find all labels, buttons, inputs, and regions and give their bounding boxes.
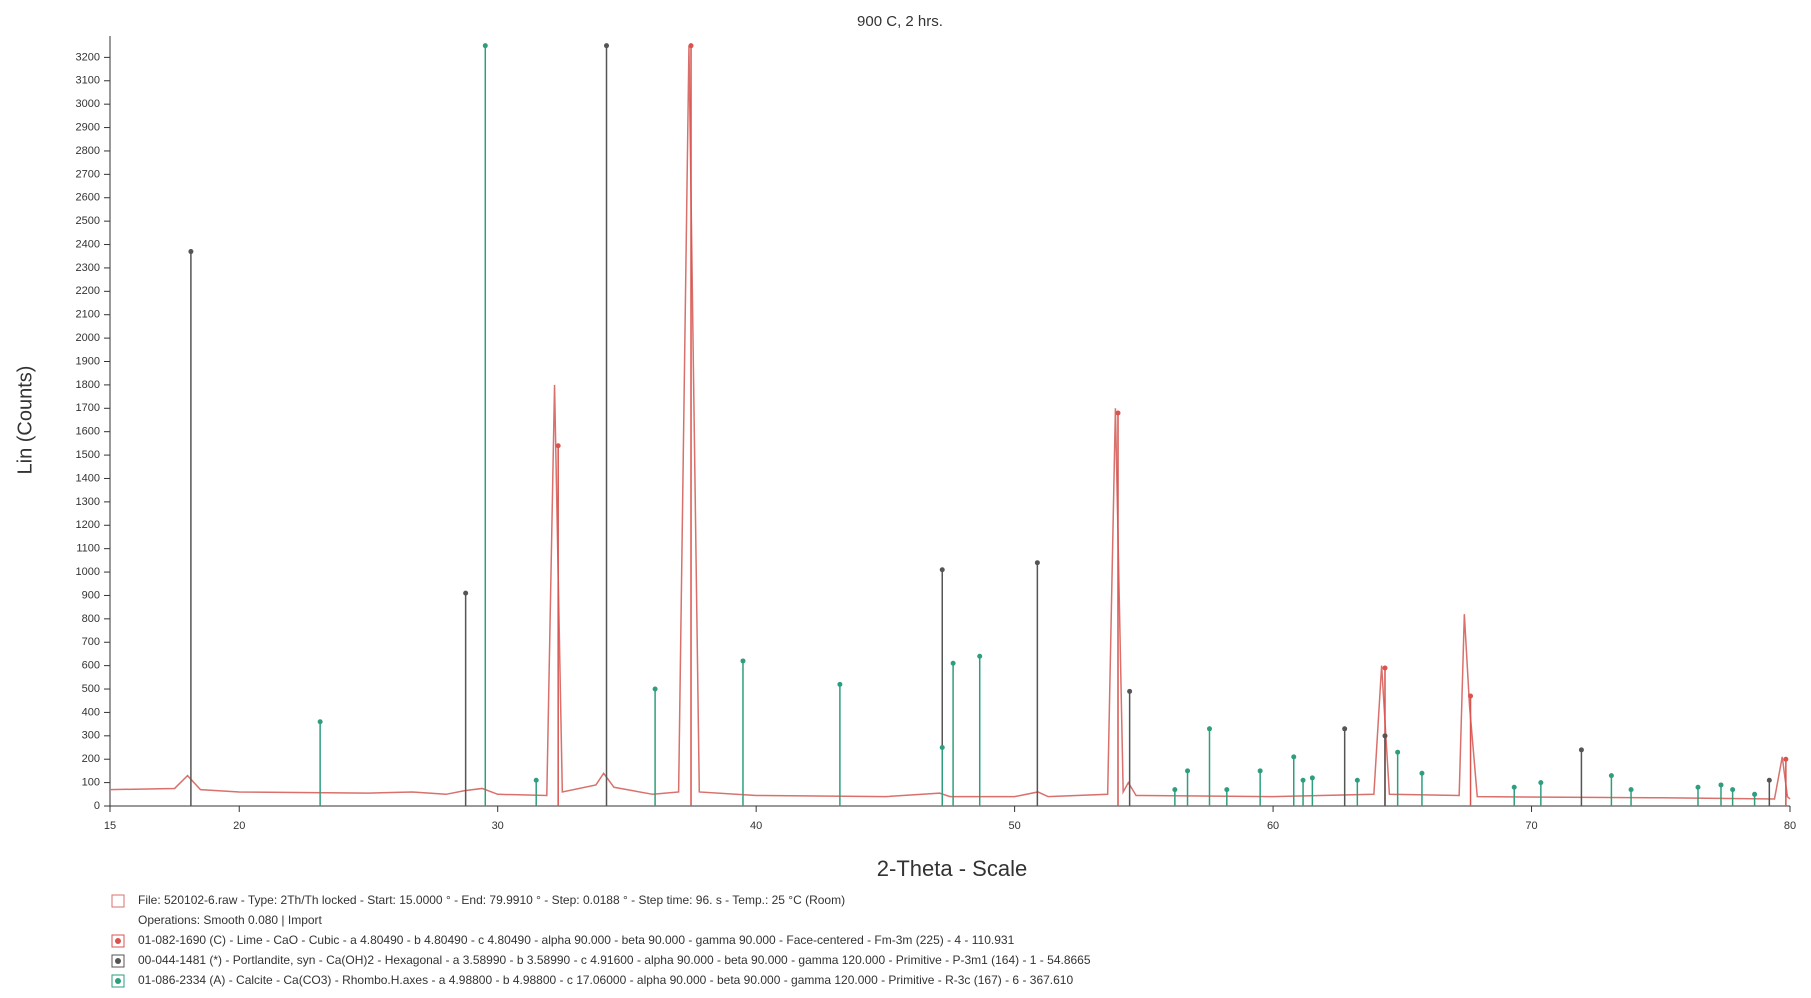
reference-marker [1628,787,1634,793]
legend-entry: 01-082-1690 (C) - Lime - CaO - Cubic - a… [138,933,1015,947]
reference-marker [950,660,956,666]
reference-marker [1206,726,1212,732]
y-tick-label: 1000 [76,566,100,578]
x-tick-label: 60 [1267,820,1279,832]
legend-entry: File: 520102-6.raw - Type: 2Th/Th locked… [138,893,845,907]
y-tick-label: 1100 [76,543,100,555]
reference-marker [1695,784,1701,790]
reference-marker [1224,787,1230,793]
y-tick-label: 1800 [76,379,100,391]
y-tick-label: 900 [82,589,100,601]
reference-marker [939,567,945,573]
x-tick-label: 70 [1525,820,1537,832]
reference-marker [1309,775,1315,781]
reference-marker [688,43,694,49]
reference-marker [1730,787,1736,793]
reference-marker [482,43,488,49]
y-tick-label: 1300 [76,496,100,508]
reference-marker [188,249,194,255]
reference-marker [939,745,945,751]
chart-title: 900 C, 2 hrs. [857,13,943,30]
reference-marker [977,653,983,659]
reference-marker [1354,777,1360,783]
reference-marker [1608,773,1614,779]
pattern-line [109,45,1791,800]
reference-marker [1718,782,1724,788]
reference-marker [1342,726,1348,732]
x-axis-label: 2-Theta - Scale [877,856,1027,881]
y-tick-label: 2100 [76,309,100,321]
y-tick-label: 2400 [76,238,100,250]
legend-entry: Operations: Smooth 0.080 | Import [138,913,323,927]
reference-marker [1468,693,1474,699]
reference-marker [1578,747,1584,753]
reference-marker [1752,791,1758,797]
y-tick-label: 500 [82,683,100,695]
y-tick-label: 2500 [76,215,100,227]
x-tick-label: 50 [1008,820,1020,832]
y-tick-label: 300 [82,730,100,742]
y-tick-label: 1500 [76,449,100,461]
y-tick-label: 1200 [76,519,100,531]
y-tick-label: 1900 [76,355,100,367]
y-tick-label: 2300 [76,262,100,274]
reference-marker [463,590,469,596]
reference-marker [1783,756,1789,762]
y-tick-label: 800 [82,613,100,625]
y-tick-label: 2900 [76,121,100,133]
y-tick-label: 1700 [76,402,100,414]
y-tick-label: 2700 [76,168,100,180]
reference-marker [837,681,843,687]
x-tick-label: 80 [1784,820,1796,832]
reference-marker [1538,780,1544,786]
reference-marker [1419,770,1425,776]
y-tick-label: 2800 [76,145,100,157]
legend-marker [115,938,121,944]
x-tick-label: 20 [233,820,245,832]
reference-marker [652,686,658,692]
reference-marker [1172,787,1178,793]
x-tick-label: 40 [750,820,762,832]
reference-marker [1127,688,1133,694]
y-tick-label: 2600 [76,192,100,204]
reference-marker [533,777,539,783]
y-tick-label: 0 [94,800,100,812]
y-tick-label: 3000 [76,98,100,110]
reference-marker [1034,560,1040,566]
reference-marker [1291,754,1297,760]
reference-marker [317,719,323,725]
reference-marker [1185,768,1191,774]
y-tick-label: 400 [82,706,100,718]
y-tick-label: 100 [82,777,100,789]
reference-marker [604,43,610,49]
x-tick-label: 30 [492,820,504,832]
legend-entry: 00-044-1481 (*) - Portlandite, syn - Ca(… [138,953,1091,967]
y-tick-label: 600 [82,660,100,672]
reference-marker [555,443,561,449]
reference-marker [1382,733,1388,739]
y-tick-label: 1400 [76,472,100,484]
reference-marker [740,658,746,664]
y-tick-label: 700 [82,636,100,648]
y-tick-label: 3200 [76,51,100,63]
y-tick-label: 200 [82,753,100,765]
legend-entry: 01-086-2334 (A) - Calcite - Ca(CO3) - Rh… [138,973,1073,987]
y-tick-label: 3100 [76,75,100,87]
y-tick-label: 1600 [76,426,100,438]
legend-marker [115,978,121,984]
x-tick-label: 15 [104,820,116,832]
reference-marker [1395,749,1401,755]
reference-marker [1257,768,1263,774]
reference-marker [1382,665,1388,671]
reference-marker [1115,410,1121,416]
reference-marker [1300,777,1306,783]
reference-marker [1766,777,1772,783]
reference-marker [1511,784,1517,790]
y-tick-label: 2200 [76,285,100,297]
legend-marker [115,958,121,964]
y-axis-label: Lin (Counts) [14,366,36,475]
legend-swatch [111,894,125,908]
y-tick-label: 2000 [76,332,100,344]
